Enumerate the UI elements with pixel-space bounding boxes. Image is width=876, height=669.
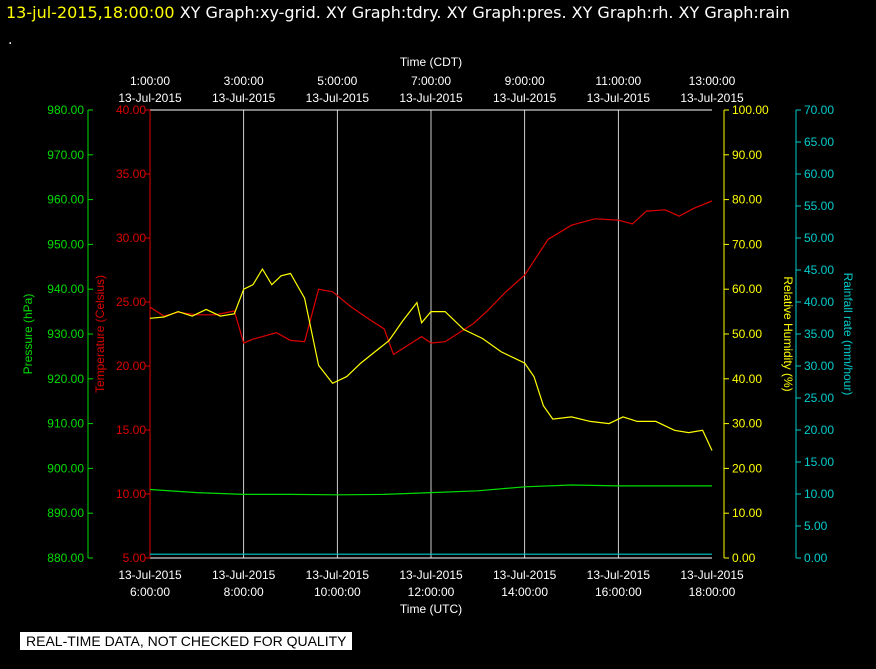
rainfall-tick-label: 15.00 (804, 455, 834, 469)
bottom-tick-date: 13-Jul-2015 (587, 568, 651, 582)
pressure-tick-label: 890.00 (47, 506, 84, 520)
timestamp: 13-jul-2015,18:00:00 (6, 3, 175, 22)
series-pres-line (149, 484, 712, 496)
top-tick-date: 13-Jul-2015 (399, 91, 463, 105)
bottom-tick-time: 16:00:00 (595, 585, 642, 599)
humidity-tick-label: 100.00 (732, 103, 769, 117)
temperature-axis-title: Temperature (Celsius) (93, 275, 107, 393)
humidity-tick-label: 30.00 (732, 417, 762, 431)
rainfall-tick-label: 55.00 (804, 199, 834, 213)
temperature-tick-label: 35.00 (116, 167, 146, 181)
rainfall-tick-label: 25.00 (804, 391, 834, 405)
temperature-tick-label: 40.00 (116, 103, 146, 117)
bottom-tick-time: 6:00:00 (130, 585, 170, 599)
bottom-tick-date: 13-Jul-2015 (306, 568, 370, 582)
rainfall-tick-label: 45.00 (804, 263, 834, 277)
rainfall-tick-label: 0.00 (804, 551, 828, 565)
rainfall-tick-label: 60.00 (804, 167, 834, 181)
rainfall-tick-label: 30.00 (804, 359, 834, 373)
top-tick-time: 9:00:00 (505, 74, 545, 88)
top-tick-date: 13-Jul-2015 (118, 91, 182, 105)
humidity-tick-label: 60.00 (732, 282, 762, 296)
rainfall-axis-title: Rainfall rate (mm/hour) (841, 273, 855, 396)
rainfall-tick-label: 5.00 (804, 519, 828, 533)
bottom-tick-date: 13-Jul-2015 (493, 568, 557, 582)
bottom-tick-time: 14:00:00 (501, 585, 548, 599)
temperature-tick-label: 5.00 (123, 551, 147, 565)
quality-notice: REAL-TIME DATA, NOT CHECKED FOR QUALITY (20, 632, 353, 650)
top-tick-date: 13-Jul-2015 (493, 91, 557, 105)
temperature-tick-label: 15.00 (116, 423, 146, 437)
rainfall-tick-label: 40.00 (804, 295, 834, 309)
humidity-tick-label: 80.00 (732, 193, 762, 207)
bottom-axis-label: Time (UTC) (400, 602, 462, 616)
graph-titles: XY Graph:xy-grid. XY Graph:tdry. XY Grap… (179, 3, 790, 22)
pressure-tick-label: 920.00 (47, 372, 84, 386)
rainfall-tick-label: 70.00 (804, 103, 834, 117)
bottom-tick-date: 13-Jul-2015 (118, 568, 182, 582)
rainfall-tick-label: 65.00 (804, 135, 834, 149)
top-tick-date: 13-Jul-2015 (680, 91, 744, 105)
pressure-tick-label: 900.00 (47, 461, 84, 475)
top-tick-time: 3:00:00 (224, 74, 264, 88)
pressure-axis-title: Pressure (hPa) (21, 294, 35, 375)
humidity-tick-label: 50.00 (732, 327, 762, 341)
humidity-tick-label: 10.00 (732, 506, 762, 520)
top-tick-time: 11:00:00 (595, 74, 641, 88)
series-rh-line (149, 267, 713, 451)
humidity-tick-label: 20.00 (732, 461, 762, 475)
humidity-tick-label: 0.00 (732, 551, 756, 565)
top-tick-date: 13-Jul-2015 (306, 91, 370, 105)
series-tdry-line (149, 200, 713, 356)
temperature-tick-label: 20.00 (116, 359, 146, 373)
top-tick-time: 1:00:00 (130, 74, 170, 88)
humidity-tick-label: 40.00 (732, 372, 762, 386)
pressure-tick-label: 880.00 (47, 551, 84, 565)
top-tick-time: 5:00:00 (317, 74, 357, 88)
bottom-tick-time: 18:00:00 (689, 585, 736, 599)
pressure-tick-label: 970.00 (47, 148, 84, 162)
humidity-tick-label: 90.00 (732, 148, 762, 162)
temperature-tick-label: 25.00 (116, 295, 146, 309)
pressure-tick-label: 940.00 (47, 282, 84, 296)
pressure-tick-label: 980.00 (47, 103, 84, 117)
rainfall-tick-label: 10.00 (804, 487, 834, 501)
header-bar: 13-jul-2015,18:00:00 XY Graph:xy-grid. X… (6, 3, 790, 22)
bottom-tick-date: 13-Jul-2015 (680, 568, 744, 582)
pressure-tick-label: 910.00 (47, 417, 84, 431)
bottom-tick-time: 10:00:00 (314, 585, 361, 599)
top-axis-label: Time (CDT) (400, 55, 462, 69)
pressure-tick-label: 950.00 (47, 237, 84, 251)
rainfall-tick-label: 35.00 (804, 327, 834, 341)
top-tick-time: 13:00:00 (689, 74, 736, 88)
rainfall-tick-label: 20.00 (804, 423, 834, 437)
bottom-tick-time: 12:00:00 (408, 585, 455, 599)
pressure-tick-label: 960.00 (47, 193, 84, 207)
top-tick-date: 13-Jul-2015 (587, 91, 651, 105)
bottom-tick-date: 13-Jul-2015 (212, 568, 276, 582)
top-tick-time: 7:00:00 (411, 74, 451, 88)
temperature-tick-label: 30.00 (116, 231, 146, 245)
top-tick-date: 13-Jul-2015 (212, 91, 276, 105)
rainfall-tick-label: 50.00 (804, 231, 834, 245)
bottom-tick-time: 8:00:00 (224, 585, 264, 599)
pressure-tick-label: 930.00 (47, 327, 84, 341)
header-line2: . (8, 32, 13, 48)
temperature-tick-label: 10.00 (116, 487, 146, 501)
humidity-axis-title: Relative Humidity (%) (781, 276, 795, 391)
bottom-tick-date: 13-Jul-2015 (399, 568, 463, 582)
humidity-tick-label: 70.00 (732, 237, 762, 251)
